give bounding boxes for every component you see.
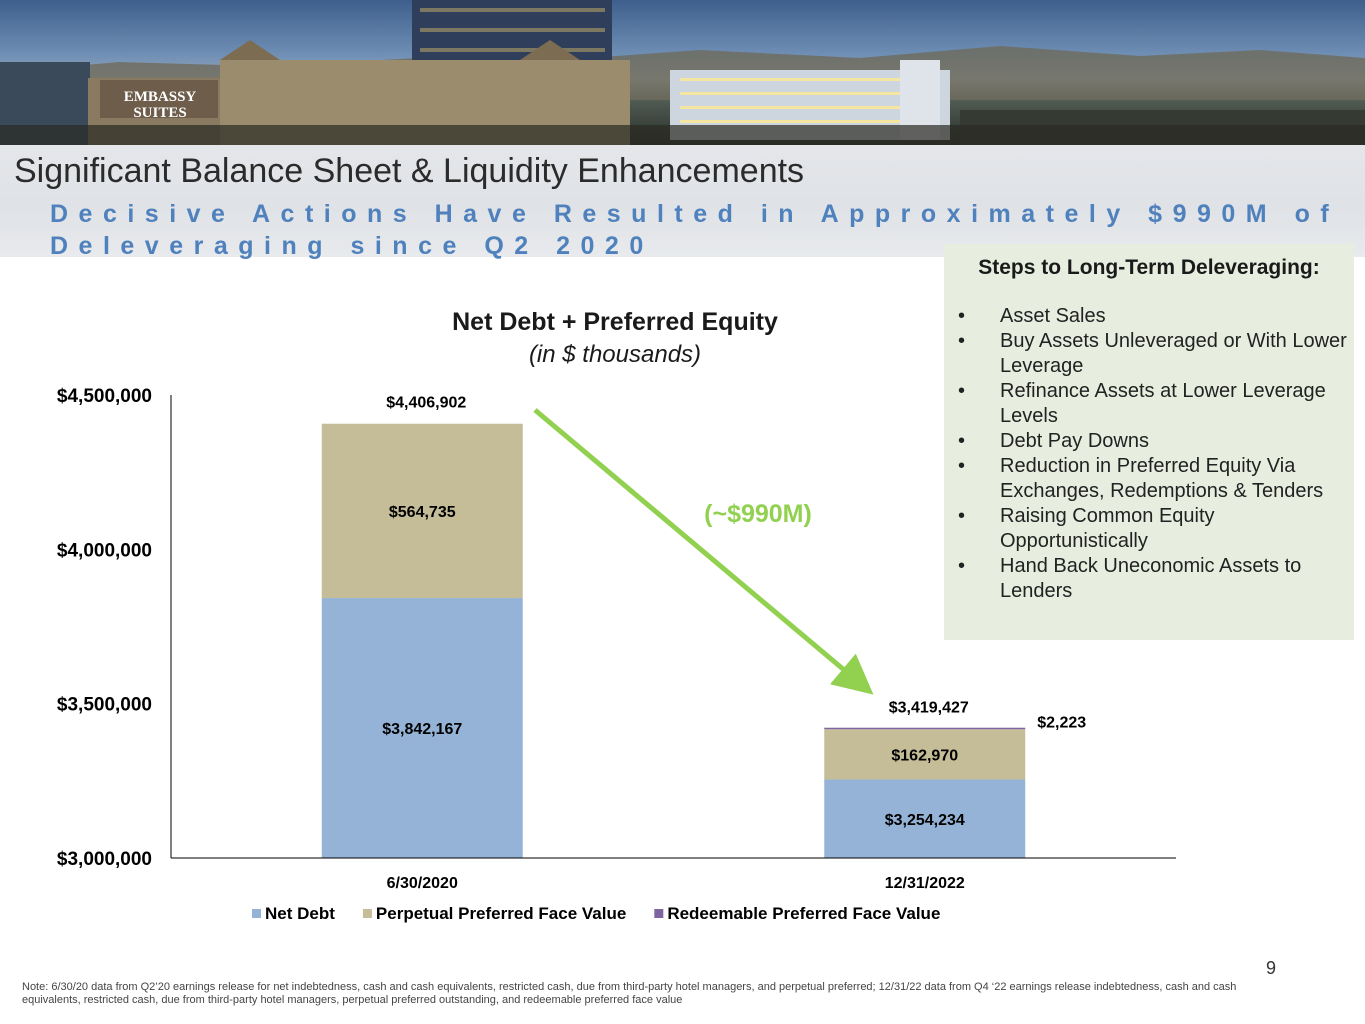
bar-segment-perpetual-preferred — [321, 423, 523, 599]
banner-sign-line2: SUITES — [133, 105, 186, 121]
data-label: $3,254,234 — [885, 812, 965, 829]
step-text: Debt Pay Downs — [1000, 430, 1149, 452]
legend-label: Net Debt — [265, 904, 335, 923]
step-item: • Refinance Assets at Lower Leverage Leve… — [958, 379, 1348, 429]
chart-legend: Net Debt Perpetual Preferred Face Value Re… — [252, 904, 940, 923]
x-tick-label: 6/30/2020 — [387, 875, 458, 892]
step-item: • Raising Common Equity Opportunistically — [958, 504, 1348, 554]
total-label: $4,406,902 — [386, 395, 466, 412]
data-label: $564,735 — [389, 504, 456, 521]
legend-swatch — [654, 909, 664, 918]
step-item: • Hand Back Uneconomic Assets to Lenders — [958, 554, 1348, 604]
bullet-icon: • — [958, 430, 966, 452]
footnote: Note: 6/30/20 data from Q2’20 earnings r… — [22, 981, 1237, 1006]
bullet-icon: • — [958, 555, 966, 577]
subtitle-line-1: Decisive Actions Have Resulted in Approx… — [50, 200, 1340, 228]
bar-segment-perpetual-preferred — [824, 729, 1026, 780]
bullet-icon: • — [958, 330, 966, 352]
bullet-icon: • — [958, 380, 966, 402]
data-label: $162,970 — [891, 747, 958, 764]
step-text: Hand Back Uneconomic Assets to Lenders — [1000, 555, 1302, 602]
y-tick-label: $4,000,000 — [57, 540, 152, 561]
step-text: Reduction in Preferred Equity Via Exchan… — [1000, 455, 1324, 502]
bullet-icon: • — [958, 305, 966, 327]
page-number: 9 — [1266, 958, 1277, 978]
step-text: Buy Assets Unleveraged or With Lower Lev… — [1000, 330, 1347, 377]
steps-list: • Asset Sales • Buy Assets Unleveraged or … — [958, 304, 1348, 604]
title-band — [0, 145, 1365, 257]
stacked-bar-chart: $3,000,000 $3,500,000 $4,000,000 $4,500,000… — [57, 386, 1176, 923]
bullet-icon: • — [958, 505, 966, 527]
bar-segment-redeemable-preferred — [824, 727, 1026, 730]
page-title: Significant Balance Sheet & Liquidity En… — [14, 152, 805, 190]
legend-label: Redeemable Preferred Face Value — [667, 904, 940, 923]
page-subtitle: Decisive Actions Have Resulted in Approx… — [50, 198, 1350, 262]
header-banner-photo: EMBASSY SUITES — [0, 0, 1365, 145]
bar-segment-net-debt — [824, 779, 1026, 858]
bars-layer — [321, 423, 1026, 858]
steps-title: Steps to Long-Term Deleveraging: — [978, 256, 1320, 279]
deleveraging-steps-box: Steps to Long-Term Deleveraging: • Asset … — [944, 244, 1354, 640]
legend-label: Perpetual Preferred Face Value — [376, 904, 626, 923]
step-item: • Debt Pay Downs — [958, 429, 1348, 454]
subtitle-line-2: Deleveraging since Q2 2020 — [50, 232, 654, 260]
total-label: $3,419,427 — [889, 700, 969, 717]
data-label: $2,223 — [1037, 715, 1086, 732]
banner-image: EMBASSY SUITES — [0, 0, 1365, 145]
step-text: Asset Sales — [1000, 305, 1106, 327]
bar-segment-net-debt — [321, 598, 523, 858]
step-text: Raising Common Equity Opportunistically — [1000, 505, 1215, 552]
banner-sign-line1: EMBASSY — [124, 89, 197, 105]
step-item: • Buy Assets Unleveraged or With Lower Le… — [958, 329, 1348, 379]
deleveraging-annotation: (~$990M) — [704, 500, 812, 528]
step-item: • Asset Sales — [958, 304, 1348, 329]
data-label: $3,842,167 — [382, 721, 462, 738]
chart-subtitle: (in $ thousands) — [528, 341, 702, 368]
y-tick-label: $3,500,000 — [57, 695, 152, 716]
decrease-arrow — [533, 408, 874, 695]
y-tick-label: $4,500,000 — [57, 386, 152, 407]
legend-swatch — [252, 909, 261, 918]
chart-title: Net Debt + Preferred Equity — [452, 308, 778, 336]
step-item: • Reduction in Preferred Equity Via Excha… — [958, 454, 1348, 504]
step-text: Refinance Assets at Lower Leverage Level… — [1000, 380, 1326, 427]
labels-layer: $3,000,000 $3,500,000 $4,000,000 $4,500,000… — [57, 386, 1086, 892]
x-tick-label: 12/31/2022 — [885, 875, 965, 892]
y-tick-label: $3,000,000 — [57, 849, 152, 870]
legend-swatch — [362, 909, 372, 918]
bullet-icon: • — [958, 455, 966, 477]
